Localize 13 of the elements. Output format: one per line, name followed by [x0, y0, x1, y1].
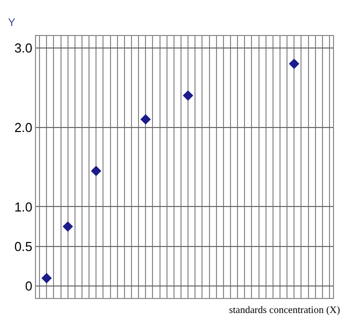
y-tick-label: 0: [25, 278, 32, 294]
point: [62, 221, 74, 232]
point: [288, 58, 300, 69]
y-tick-label: 0.5: [14, 238, 32, 254]
point: [182, 90, 194, 101]
point: [140, 114, 151, 125]
y-tick-label: 3.0: [14, 40, 32, 56]
point: [41, 272, 52, 284]
x-axis-title: standards concentration (X): [229, 305, 340, 316]
y-tick-label: 2.0: [14, 120, 32, 135]
y-tick-label: 1.0: [14, 199, 32, 214]
y-axis-title: Y: [8, 17, 16, 29]
point: [90, 166, 102, 176]
